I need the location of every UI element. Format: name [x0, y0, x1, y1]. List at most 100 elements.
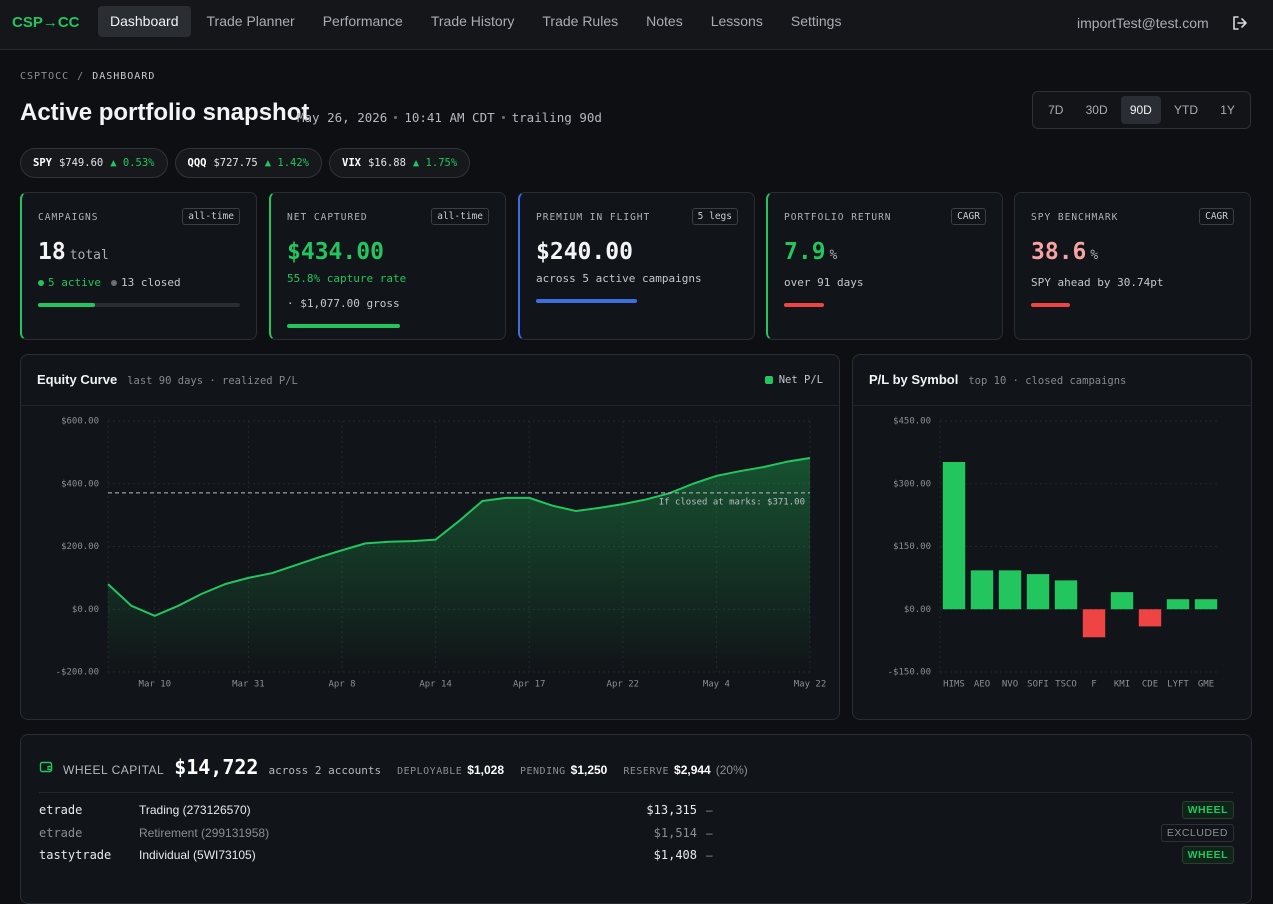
- wheel-stat-label: RESERVE: [623, 766, 670, 777]
- line: [107, 457, 811, 617]
- nav-item[interactable]: Lessons: [710, 13, 763, 29]
- x-tick-label: Mar 31: [232, 680, 265, 690]
- nav-item[interactable]: Notes: [646, 13, 683, 29]
- nav-item[interactable]: Dashboard: [98, 6, 191, 37]
- range-button[interactable]: 7D: [1048, 103, 1064, 117]
- wheel-stat-value: $1,250: [570, 763, 608, 777]
- y-tick-label: -$150.00: [888, 668, 931, 678]
- nav-item[interactable]: Settings: [790, 13, 842, 29]
- card-value: 38.6%: [1031, 239, 1234, 269]
- x-tick-label: SOFI: [1027, 680, 1049, 690]
- y-tick-label: $450.00: [893, 417, 931, 427]
- card-badge: CAGR: [1199, 208, 1234, 225]
- panel-subtitle: top 10 · closed campaigns: [968, 375, 1127, 387]
- bar: [970, 570, 994, 610]
- y-tick-label: $400.00: [61, 479, 99, 489]
- bar: [1166, 599, 1190, 610]
- x-tick-label: LYFT: [1167, 680, 1189, 690]
- nav-item[interactable]: Trade Rules: [542, 13, 619, 29]
- range-button[interactable]: YTD: [1174, 103, 1199, 117]
- ticker-pill: VIX $16.88 ▲ 1.75%: [329, 148, 471, 178]
- progress-fill: [38, 303, 95, 307]
- breadcrumb-item[interactable]: CSPTOCC: [20, 71, 70, 82]
- wheel-stat-extra: (20%): [715, 763, 748, 777]
- status-dot: [38, 280, 44, 286]
- card-label: CAMPAIGNS: [38, 212, 99, 223]
- panel-title: Equity Curve: [37, 372, 118, 387]
- card-note: 55.8% capture rate: [287, 272, 407, 285]
- balance: $1,408: [653, 848, 697, 862]
- x-tick-label: GME: [1198, 680, 1214, 690]
- x-tick-label: KMI: [1114, 680, 1130, 690]
- card-note: over 91 days: [784, 276, 864, 289]
- stat-card: CAMPAIGNS all-time 18 total 5 active 13 close…: [20, 192, 257, 340]
- top-nav: CSP→CC Dashboard Trade Planner Performance…: [0, 0, 1273, 50]
- tickers: SPY $749.60 ▲ 0.53% QQQ $727.75 ▲ 1.42% VIX $16…: [20, 148, 471, 178]
- card-value: 7.9%: [784, 239, 986, 269]
- user-email[interactable]: importTest@test.com: [1077, 15, 1209, 31]
- progress-fill: [1031, 303, 1070, 307]
- role-badge: EXCLUDED: [1160, 823, 1234, 842]
- bar: [942, 461, 966, 610]
- card-unit: %: [1090, 248, 1099, 263]
- stat-card: PORTFOLIO RETURN CAGR 7.9% over 91 days: [766, 192, 1003, 340]
- bar: [1138, 609, 1162, 627]
- breadcrumb-item: DASHBOARD: [92, 71, 156, 82]
- wheel-label: WHEEL CAPITAL: [63, 763, 165, 777]
- y-tick-label: $600.00: [61, 417, 99, 427]
- breadcrumb: CSPTOCC / DASHBOARD: [20, 71, 155, 82]
- nav-item[interactable]: Performance: [322, 13, 403, 29]
- divider: [39, 792, 1233, 793]
- meta-item: 10:41 AM CDT: [404, 110, 495, 125]
- x-tick-label: CDE: [1142, 680, 1158, 690]
- account: Retirement (299131958): [139, 825, 270, 840]
- range-selector: 7D 30D 90D YTD 1Y: [1032, 91, 1251, 129]
- ticker-symbol: SPY: [33, 157, 52, 169]
- nav-item[interactable]: Trade Planner: [206, 13, 295, 29]
- range-button[interactable]: 30D: [1085, 103, 1108, 117]
- card-value: $434.00: [287, 239, 489, 265]
- account-row: etrade Retirement (299131958) $1,514– EXCLU…: [39, 823, 1234, 844]
- ticker-symbol: QQQ: [187, 157, 207, 169]
- card-value-number: 18: [38, 239, 66, 265]
- brand[interactable]: CSP→CC: [12, 14, 80, 31]
- status-dot: [110, 280, 117, 286]
- broker: etrade: [39, 825, 83, 840]
- ticker-price: $16.88: [367, 157, 406, 169]
- progress-track: [38, 303, 240, 307]
- card-label: PREMIUM IN FLIGHT: [536, 212, 651, 223]
- card-value-number: 38.6: [1031, 239, 1087, 265]
- card-unit: total: [69, 248, 109, 263]
- card-badge: all-time: [431, 208, 489, 225]
- range-button[interactable]: 1Y: [1220, 103, 1235, 117]
- card-value: 18 total: [38, 239, 240, 269]
- card-label: SPY BENCHMARK: [1031, 212, 1119, 223]
- y-tick-label: $0.00: [904, 605, 931, 615]
- pl-chart: -$150.00 $0.00 $150.00 $300.00 $450.00 HIMS AE…: [888, 417, 1220, 690]
- card-value-number: $434.00: [287, 239, 384, 265]
- stat-card: NET CAPTURED all-time $434.00 55.8% capture…: [269, 192, 506, 340]
- card-badge: 5 legs: [691, 208, 738, 225]
- legend-label: Net P/L: [778, 374, 823, 386]
- page-title: Active portfolio snapshot: [20, 99, 310, 126]
- logout-icon[interactable]: [1231, 14, 1249, 32]
- page-meta: May 26, 2026 10:41 AM CDT trailing 90d: [297, 110, 602, 125]
- bar: [998, 570, 1022, 610]
- status: 5 active: [38, 275, 101, 291]
- x-tick-label: May 4: [703, 680, 730, 690]
- x-tick-label: Mar 10: [139, 680, 172, 690]
- range-button[interactable]: 90D: [1120, 96, 1161, 124]
- dash: –: [706, 803, 713, 817]
- wheel-total: $14,722: [174, 755, 259, 779]
- card-badge: all-time: [182, 208, 240, 225]
- panel-subtitle: last 90 days · realized P/L: [127, 375, 298, 387]
- dash: –: [706, 848, 713, 862]
- stat-card: PREMIUM IN FLIGHT 5 legs $240.00 across 5 a…: [518, 192, 755, 340]
- wheel-accounts: across 2 accounts: [268, 764, 382, 777]
- stat-card: SPY BENCHMARK CAGR 38.6% SPY ahead by 30.74…: [1014, 192, 1251, 340]
- nav-item[interactable]: Trade History: [430, 13, 515, 29]
- broker: tastytrade: [39, 848, 112, 862]
- wheel-stat-value: $1,028: [467, 763, 504, 777]
- card-note: 5 active 13 closed: [38, 275, 240, 291]
